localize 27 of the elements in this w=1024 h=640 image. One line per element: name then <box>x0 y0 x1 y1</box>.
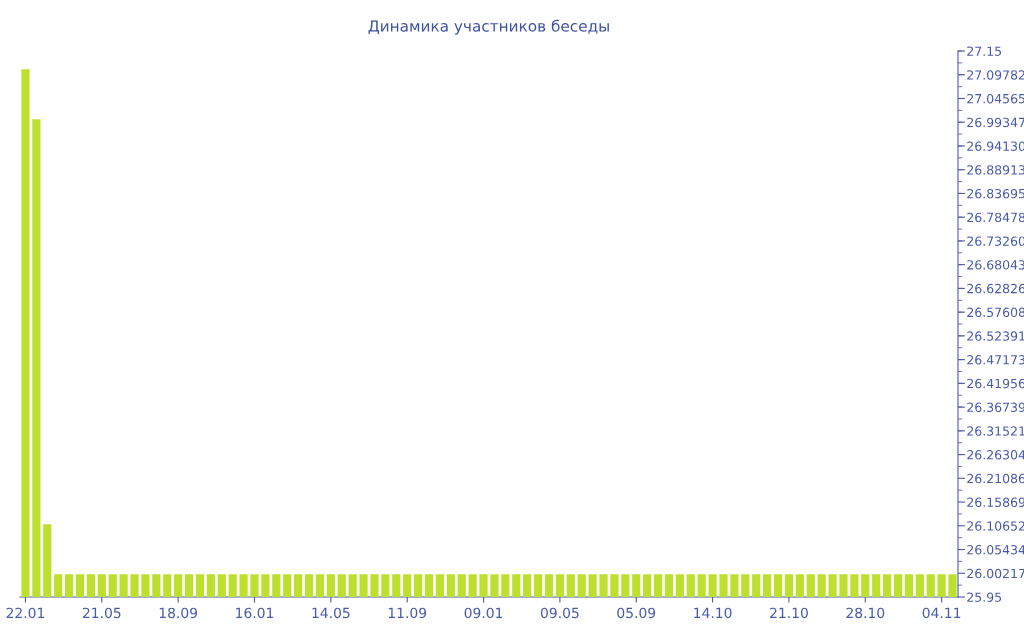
x-tick-label: 05.09 <box>617 607 656 619</box>
y-tick-label: 27.15 <box>967 46 1002 56</box>
y-tick-label: 27.09782 <box>967 70 1024 80</box>
y-tick-label: 26.00217 <box>967 568 1024 579</box>
x-tick-label: 04.11 <box>922 607 961 619</box>
x-tick-label: 09.05 <box>540 607 579 619</box>
x-tick-label: 14.10 <box>694 607 732 619</box>
x-tick-label: 22.01 <box>6 607 45 619</box>
y-tick-label: 27.04565 <box>967 93 1024 104</box>
x-tick-label: 21.10 <box>770 607 808 619</box>
y-tick-label: 26.31521 <box>967 426 1024 436</box>
y-tick-label: 26.10652 <box>967 521 1024 531</box>
x-tick-label: 21.05 <box>82 607 121 619</box>
y-tick-label: 25.95 <box>967 592 1002 602</box>
x-tick-label: 18.09 <box>159 607 198 619</box>
y-tick-label: 26.99347 <box>967 117 1024 128</box>
x-tick-label: 16.01 <box>236 607 274 619</box>
chart-title: Динамика участников беседы <box>368 19 609 35</box>
x-tick-label: 14.05 <box>312 607 350 619</box>
y-tick-label: 26.52391 <box>967 331 1024 341</box>
x-tick-label: 28.10 <box>846 607 885 619</box>
x-tick-label: 09.01 <box>464 607 503 619</box>
y-tick-label: 26.83695 <box>967 188 1024 199</box>
y-tick-label: 26.88913 <box>967 165 1024 175</box>
x-tick-label: 11.09 <box>388 607 427 619</box>
y-tick-label: 26.68043 <box>967 260 1024 270</box>
y-tick-label: 26.47173 <box>967 355 1024 365</box>
